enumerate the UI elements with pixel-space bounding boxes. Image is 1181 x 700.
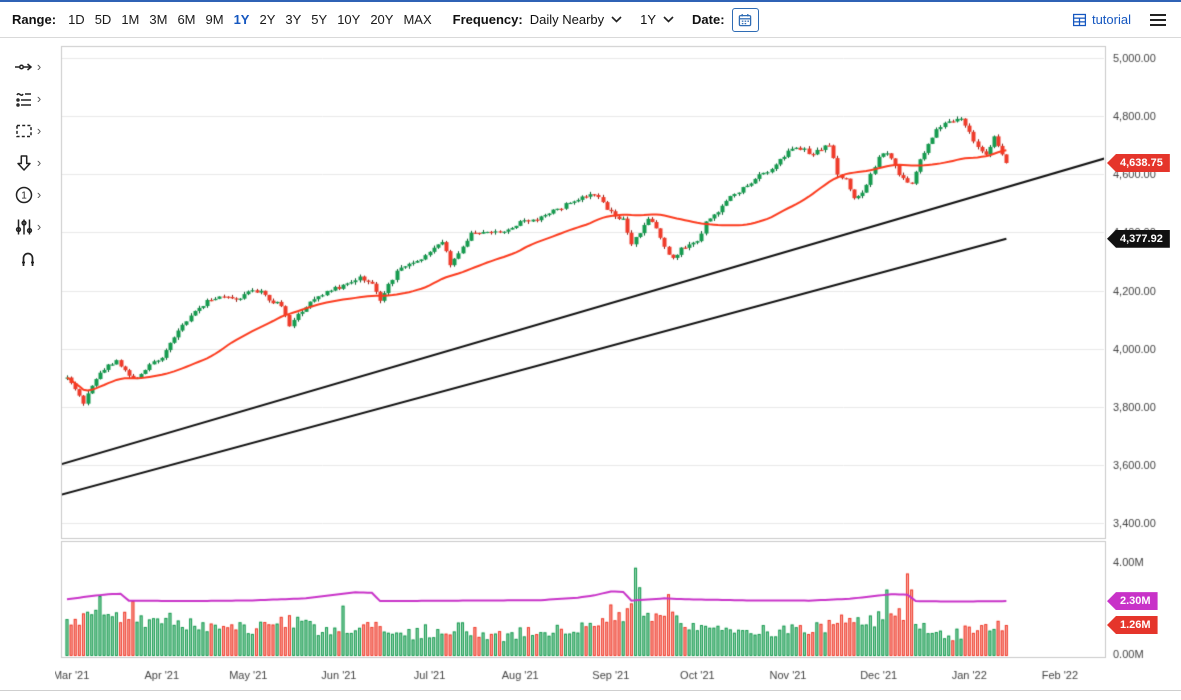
arrow-down-icon	[17, 154, 31, 171]
indicators-icon	[16, 92, 31, 107]
date-label: Date:	[692, 12, 725, 27]
magnet-icon	[21, 252, 34, 266]
open-interest-badge: 2.30M	[1107, 592, 1158, 611]
frequency-label: Frequency:	[452, 12, 523, 27]
range-1d[interactable]: 1D	[68, 12, 85, 27]
price-chart-canvas[interactable]	[55, 38, 1181, 690]
range-3m[interactable]: 3M	[149, 12, 168, 27]
menu-button[interactable]	[1147, 11, 1169, 29]
tutorial-label: tutorial	[1091, 12, 1131, 27]
range-max[interactable]: MAX	[403, 12, 432, 27]
range-6m[interactable]: 6M	[177, 12, 196, 27]
flyout-chevron-icon: ›	[36, 59, 42, 74]
frequency-value: Daily Nearby	[529, 12, 605, 27]
range-1m[interactable]: 1M	[121, 12, 140, 27]
last-price-badge: 4,638.75	[1107, 153, 1170, 172]
trendline-icon	[14, 62, 32, 71]
date-picker-button[interactable]	[731, 7, 759, 32]
magnet-tool[interactable]	[16, 244, 40, 273]
range-1y-selected[interactable]: 1Y	[233, 12, 250, 27]
settings-tool[interactable]: ›	[12, 212, 43, 241]
range-5d[interactable]: 5D	[94, 12, 112, 27]
frequency-select[interactable]: Daily Nearby	[530, 12, 622, 27]
volume-badge: 1.26M	[1107, 616, 1158, 635]
flyout-chevron-icon: ›	[36, 187, 42, 202]
range-2y[interactable]: 2Y	[259, 12, 276, 27]
flyout-chevron-icon: ›	[36, 123, 42, 138]
range-5y[interactable]: 5Y	[311, 12, 328, 27]
period-value: 1Y	[640, 12, 657, 27]
range-9m[interactable]: 9M	[205, 12, 224, 27]
indicators-tool[interactable]: ›	[12, 84, 43, 113]
toolbar: Range: 1D 5D 1M 3M 6M 9M 1Y 2Y 3Y 5Y 10Y…	[0, 2, 1181, 38]
period-select[interactable]: 1Y	[640, 12, 674, 27]
chevron-down-icon	[663, 16, 674, 23]
arrows-tool[interactable]: ›	[12, 148, 43, 177]
calendar-icon	[738, 13, 752, 26]
drawing-toolbar: › › › ›	[0, 38, 55, 690]
range-label: Range:	[12, 12, 57, 27]
circled-one-icon: 1	[15, 186, 33, 203]
tutorial-link[interactable]: tutorial	[1072, 12, 1131, 27]
range-3y[interactable]: 3Y	[285, 12, 302, 27]
trendline-value-badge: 4,377.92	[1107, 229, 1170, 248]
range-20y[interactable]: 20Y	[370, 12, 394, 27]
dashed-rectangle-icon	[16, 124, 32, 137]
sliders-icon	[15, 219, 32, 234]
table-grid-icon	[1072, 13, 1086, 26]
chevron-down-icon	[611, 16, 622, 23]
hamburger-icon	[1150, 13, 1166, 26]
range-options: 1D 5D 1M 3M 6M 9M 1Y 2Y 3Y 5Y 10Y 20Y MA…	[63, 12, 437, 27]
range-10y[interactable]: 10Y	[337, 12, 361, 27]
shapes-tool[interactable]: ›	[12, 116, 43, 145]
flyout-chevron-icon: ›	[36, 155, 42, 170]
chart-region: 4,638.75 4,377.92 2.30M 1.26M	[55, 38, 1181, 690]
flyout-chevron-icon: ›	[36, 91, 42, 106]
numbers-tool[interactable]: 1 ›	[12, 180, 43, 209]
svg-text:1: 1	[21, 190, 27, 201]
flyout-chevron-icon: ›	[36, 219, 42, 234]
trendline-tool[interactable]: ›	[12, 52, 43, 81]
